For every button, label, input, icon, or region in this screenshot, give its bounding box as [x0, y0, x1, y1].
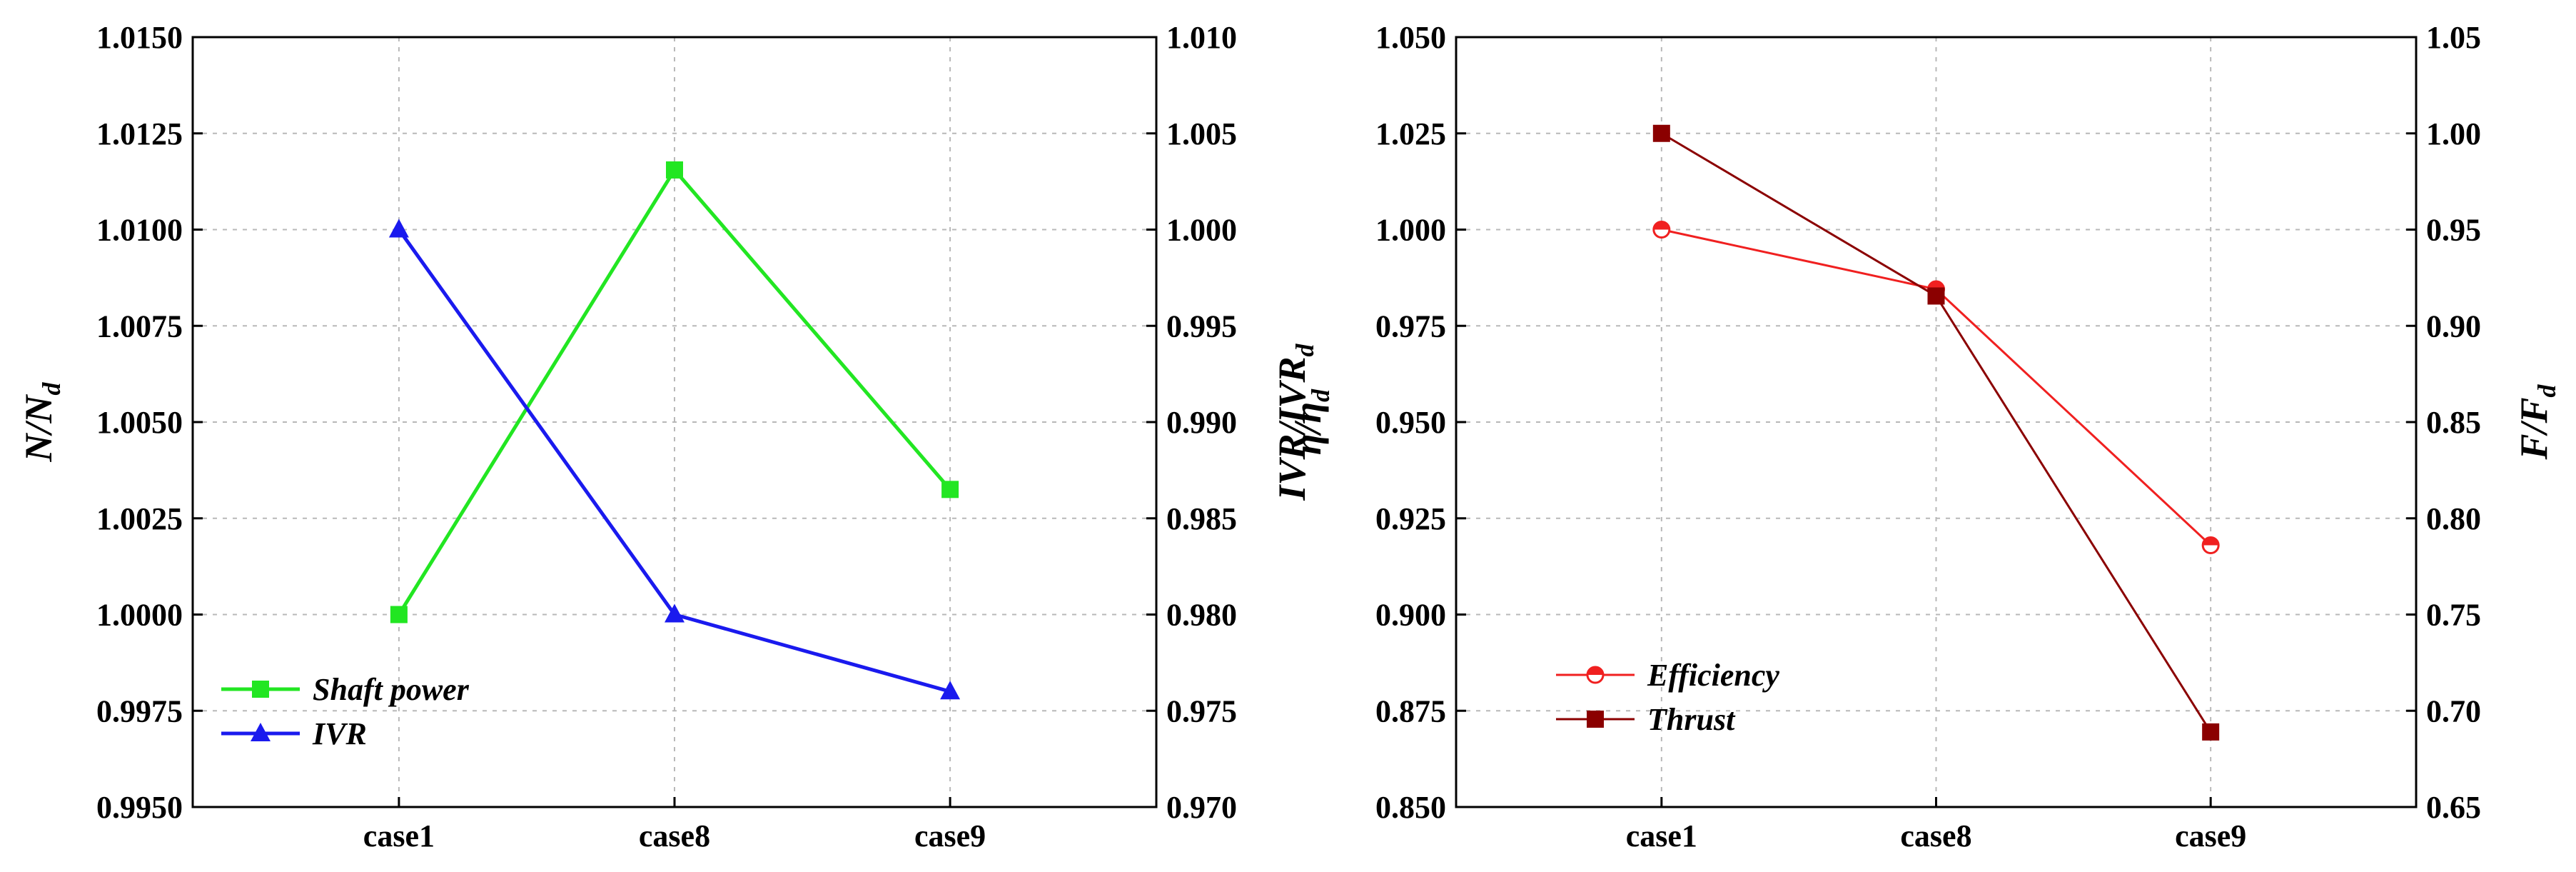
right-tick-label: 1.010 [1166, 20, 1237, 55]
x-tick-label: case9 [914, 818, 986, 853]
legend-marker [252, 681, 269, 698]
legend-marker [251, 723, 271, 741]
x-tick-label: case9 [2175, 818, 2246, 853]
x-tick-label: case8 [639, 818, 710, 853]
right-tick-label: 0.85 [2426, 405, 2481, 440]
legend-label: Efficiency [1647, 658, 1779, 693]
left-tick-label: 1.0150 [96, 20, 183, 55]
right-axis-title: F/Fd [2512, 384, 2561, 460]
data-point [665, 603, 685, 623]
right-tick-label: 0.985 [1166, 501, 1237, 536]
left-axis-title: N/Nd [17, 382, 66, 463]
left-tick-label: 1.050 [1375, 20, 1446, 55]
right-tick-label: 0.65 [2426, 790, 2481, 825]
left-tick-label: 0.850 [1375, 790, 1446, 825]
legend-label: Shaft power [313, 672, 470, 707]
left-tick-label: 1.0075 [96, 309, 183, 344]
right-axis-title: IVR/IVRd [1271, 343, 1319, 501]
data-point [941, 481, 959, 498]
left-axis-title: η/ηd [1286, 389, 1335, 455]
legend-label: Thrust [1647, 702, 1736, 737]
data-point [1652, 124, 1670, 142]
right-tick-label: 0.980 [1166, 598, 1237, 633]
right-tick-label: 0.75 [2426, 598, 2481, 633]
right-tick-label: 0.80 [2426, 501, 2481, 536]
right-tick-label: 0.970 [1166, 790, 1237, 825]
right-tick-label: 0.90 [2426, 309, 2481, 344]
left-tick-label: 0.875 [1375, 693, 1446, 728]
left-tick-label: 1.0125 [96, 116, 183, 151]
data-point [2201, 536, 2220, 554]
data-point [388, 219, 409, 238]
left-tick-label: 0.9975 [96, 693, 183, 728]
left-tick-label: 0.975 [1375, 309, 1446, 344]
chart-1: 0.9950 0.9975 1.0000 1.0025 1.0050 1.0075 1.01… [17, 20, 1319, 853]
left-tick-label: 1.0025 [96, 501, 183, 536]
right-tick-label: 1.000 [1166, 213, 1237, 248]
data-point [1927, 287, 1945, 305]
data-point [2202, 723, 2220, 741]
x-tick-label: case8 [1900, 818, 1971, 853]
right-tick-label: 0.990 [1166, 405, 1237, 440]
right-tick-label: 0.70 [2426, 693, 2481, 728]
x-tick-label: case1 [363, 818, 435, 853]
data-point [940, 681, 961, 700]
right-tick-label: 1.05 [2426, 20, 2481, 55]
data-point [1652, 221, 1671, 239]
legend-marker [1587, 711, 1604, 728]
left-tick-label: 1.000 [1375, 213, 1446, 248]
left-tick-label: 0.925 [1375, 501, 1446, 536]
chart-2: 0.850 0.875 0.900 0.925 0.950 0.975 1.000 1.025… [1286, 20, 2561, 853]
right-tick-label: 0.975 [1166, 693, 1237, 728]
left-tick-label: 0.9950 [96, 790, 183, 825]
left-tick-label: 0.900 [1375, 598, 1446, 633]
left-tick-label: 1.0100 [96, 213, 183, 248]
right-tick-label: 0.995 [1166, 309, 1237, 344]
data-point [390, 606, 408, 623]
series-line [1661, 132, 2212, 733]
legend-marker [1586, 666, 1605, 684]
right-tick-label: 0.95 [2426, 213, 2481, 248]
right-tick-label: 1.00 [2426, 116, 2481, 151]
data-point [666, 161, 683, 179]
left-tick-label: 1.0050 [96, 405, 183, 440]
left-tick-label: 1.0000 [96, 598, 183, 633]
left-tick-label: 0.950 [1375, 405, 1446, 440]
x-tick-label: case1 [1626, 818, 1697, 853]
right-tick-label: 1.005 [1166, 116, 1237, 151]
legend-label: IVR [312, 716, 367, 751]
left-tick-label: 1.025 [1375, 116, 1446, 151]
